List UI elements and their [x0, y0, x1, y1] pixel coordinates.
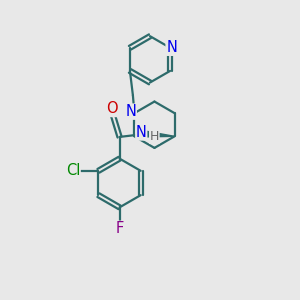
Text: O: O	[106, 101, 117, 116]
Text: N: N	[136, 125, 147, 140]
Polygon shape	[145, 131, 175, 137]
Text: Cl: Cl	[66, 163, 80, 178]
Text: N: N	[125, 104, 136, 119]
Text: H: H	[150, 130, 159, 143]
Text: N: N	[166, 40, 177, 55]
Text: F: F	[116, 221, 124, 236]
